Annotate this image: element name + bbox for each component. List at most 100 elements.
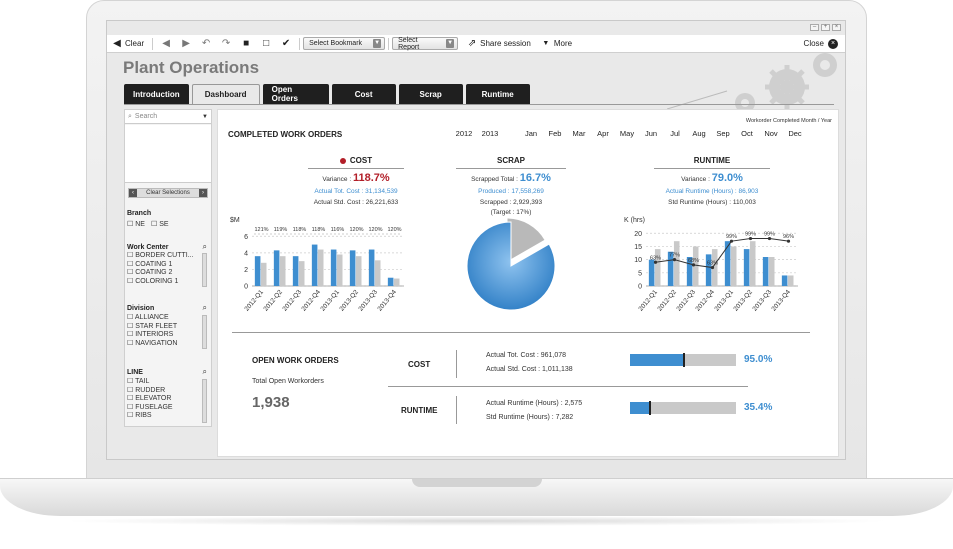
- search-icon[interactable]: ⌕: [202, 303, 207, 312]
- branch-option-label: SE: [159, 221, 169, 228]
- more-button[interactable]: ▼ More: [536, 35, 577, 53]
- search-icon[interactable]: ⌕: [202, 367, 207, 376]
- maximize-icon[interactable]: +: [821, 24, 830, 31]
- open-runtime-percent: 35.4%: [744, 402, 773, 413]
- back-button[interactable]: ◀: [156, 35, 176, 53]
- search-icon: ⌕: [128, 112, 132, 120]
- runtime-bar-chart: K (hrs)051015202012-Q12012-Q22012-Q32012…: [624, 217, 798, 313]
- branch-option-ne[interactable]: ☐ NE: [127, 221, 145, 228]
- list-item[interactable]: ☐ ALLIANCE: [127, 314, 169, 321]
- branch-options: ☐ NE ☐ SE: [127, 220, 169, 228]
- minimize-icon[interactable]: –: [810, 24, 819, 31]
- list-item[interactable]: ☐ NAVIGATION: [127, 339, 178, 347]
- tab-scrap[interactable]: Scrap: [398, 84, 463, 104]
- clear-button[interactable]: ◀ Clear: [107, 35, 149, 53]
- list-item-label: STAR FLEET: [135, 322, 178, 330]
- list-item[interactable]: ☐ TAIL: [127, 378, 150, 385]
- toolbar: ◀ Clear ◀ ▶ ↶ ↷ ■ □ ✔ Select Bookmark ▼ …: [107, 35, 845, 53]
- share-session-button[interactable]: ⇗ Share session: [462, 35, 536, 53]
- cost-kpi-title-text: COST: [349, 156, 373, 165]
- list-item-label: FUSELAGE: [135, 403, 173, 411]
- list-item[interactable]: ☐ COATING 2: [127, 269, 173, 276]
- runtime-chart-data-label: 63%: [707, 261, 718, 267]
- redo-button[interactable]: ↷: [216, 35, 236, 53]
- list-item[interactable]: ☐ COATING 1: [127, 260, 173, 268]
- tab-introduction[interactable]: Introduction: [124, 84, 189, 104]
- tab-open-orders[interactable]: Open Orders: [262, 84, 329, 104]
- timeline-year-2013[interactable]: 2013: [481, 129, 499, 138]
- cost-chart-data-label: 116%: [331, 227, 345, 233]
- list-item[interactable]: ☐ INTERIORS: [127, 331, 174, 338]
- close-button[interactable]: Close ×: [799, 35, 843, 53]
- list-item[interactable]: ☐ STAR FLEET: [127, 322, 178, 330]
- runtime-chart-data-label: 68%: [688, 258, 699, 264]
- timeline-year-2012[interactable]: 2012: [455, 129, 473, 138]
- cost-std: Actual Std. Cost : 26,221,633: [313, 199, 399, 206]
- cost-chart-bar: [311, 244, 318, 286]
- list-item[interactable]: ☐ COLORING 1: [127, 277, 179, 285]
- undo-button[interactable]: ↶: [196, 35, 216, 53]
- branch-title: Branch: [127, 210, 152, 217]
- timeline-month-nov[interactable]: Nov: [764, 129, 778, 138]
- tab-dashboard[interactable]: Dashboard: [191, 84, 260, 104]
- scrollbar[interactable]: [202, 315, 207, 349]
- window-close-icon[interactable]: ×: [832, 24, 841, 31]
- search-icon[interactable]: ⌕: [202, 242, 207, 251]
- forward-button[interactable]: ▶: [176, 35, 196, 53]
- timeline-month-feb[interactable]: Feb: [548, 129, 562, 138]
- scroll-right-button[interactable]: ›: [199, 189, 207, 197]
- timeline-month-jun[interactable]: Jun: [644, 129, 658, 138]
- search-results-list[interactable]: [125, 125, 211, 183]
- timeline-month-jan[interactable]: Jan: [524, 129, 538, 138]
- total-open-workorders-value: 1,938: [252, 394, 290, 411]
- close-label: Close: [803, 39, 824, 48]
- timeline-filter: 2012 2013 Jan Feb Mar Apr May Jun Jul Aug Sep Oct No…: [451, 129, 807, 138]
- timeline-month-jul[interactable]: Jul: [670, 129, 680, 138]
- clear-selections-button[interactable]: Clear Selections: [146, 190, 190, 196]
- chevron-down-icon: ▼: [446, 39, 455, 48]
- bookmark-select-label: Select Bookmark: [309, 40, 363, 47]
- runtime-chart-line-point: [710, 265, 715, 270]
- runtime-chart-ytick: 15: [634, 244, 642, 251]
- confirm-button[interactable]: ✔: [276, 35, 296, 53]
- bookmark-select[interactable]: Select Bookmark ▼: [303, 37, 386, 50]
- search-input[interactable]: ⌕ Search ▼: [125, 110, 211, 124]
- scrollbar[interactable]: [202, 253, 207, 287]
- unlock-button[interactable]: □: [256, 35, 276, 53]
- progress-marker: [683, 353, 685, 367]
- branch-option-se[interactable]: ☐ SE: [150, 221, 169, 228]
- timeline-month-apr[interactable]: Apr: [597, 129, 609, 138]
- redo-icon: ↷: [221, 37, 231, 49]
- list-item[interactable]: ☐ RIBS: [127, 412, 152, 419]
- timeline-month-oct[interactable]: Oct: [741, 129, 753, 138]
- list-item-label: BORDER CUTTI...: [135, 252, 194, 259]
- list-item[interactable]: ☐ RUDDER: [127, 386, 166, 394]
- timeline-month-sep[interactable]: Sep: [716, 129, 730, 138]
- timeline-month-aug[interactable]: Aug: [692, 129, 706, 138]
- scrollbar[interactable]: [202, 379, 207, 423]
- scrap-pie-chart: [466, 217, 556, 311]
- undo-icon: ↶: [201, 37, 211, 49]
- tab-cost[interactable]: Cost: [331, 84, 396, 104]
- chevron-down-icon: ▼: [373, 39, 382, 48]
- cost-actual: Actual Tot. Cost : 31,134,539: [314, 188, 398, 195]
- pie-slice: [506, 217, 546, 263]
- report-select[interactable]: Select Report ▼: [392, 37, 459, 51]
- timeline-month-may[interactable]: May: [619, 129, 635, 138]
- scroll-left-button[interactable]: ‹: [129, 189, 137, 197]
- timeline-month-dec[interactable]: Dec: [788, 129, 802, 138]
- tab-runtime[interactable]: Runtime: [465, 84, 530, 104]
- lock-button[interactable]: ■: [236, 35, 256, 53]
- timeline-month-mar[interactable]: Mar: [572, 129, 586, 138]
- runtime-chart-line-point: [767, 236, 772, 241]
- list-item[interactable]: ☐ BORDER CUTTI...: [127, 252, 194, 259]
- more-label: More: [553, 39, 573, 48]
- runtime-chart-bar: [705, 254, 712, 286]
- toolbar-divider: [299, 37, 301, 50]
- list-item[interactable]: ☐ ELEVATOR: [127, 395, 172, 402]
- cost-chart-data-label: 118%: [293, 227, 307, 233]
- open-cost-progress-bar: [630, 353, 736, 367]
- list-item[interactable]: ☐ FUSELAGE: [127, 403, 173, 411]
- runtime-chart-bar: [781, 275, 788, 286]
- list-item-label: RUDDER: [135, 386, 166, 394]
